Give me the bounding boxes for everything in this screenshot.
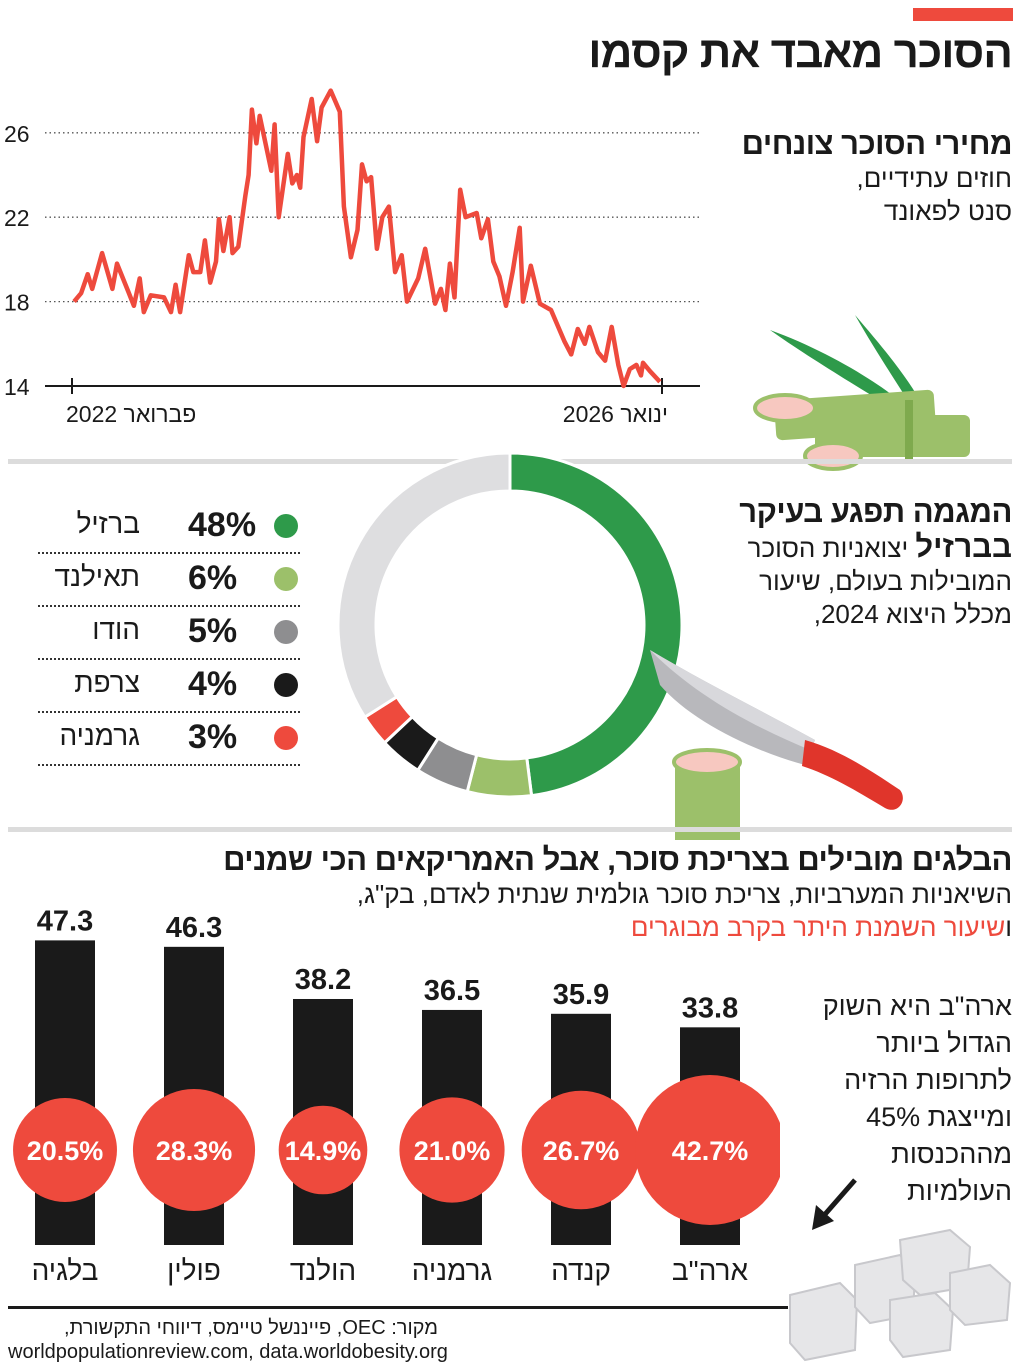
sugarcane-illustration-icon <box>753 315 970 471</box>
donut-slice-0 <box>508 451 684 798</box>
obesity-label: 28.3% <box>156 1136 233 1166</box>
legend-item: 48% ברזיל <box>38 502 300 554</box>
sugar-cubes-icon <box>789 1228 1012 1362</box>
donut-slice-1 <box>465 752 534 799</box>
legend-label: ברזיל <box>76 508 140 539</box>
obesity-circle <box>399 1097 505 1203</box>
bar-value-label: 33.8 <box>682 992 738 1024</box>
legend-swatch <box>274 673 298 697</box>
price-section-header: מחירי הסוכר צונחים חוזים עתידיים, סנט לפ… <box>741 126 1013 228</box>
page-title: הסוכר מאבד את קסמו <box>588 28 1013 77</box>
export-section-header: המגמה תפגע בעיקר בברזיל יצואניות הסוכר ה… <box>739 494 1012 631</box>
legend-item: 3% גרמניה <box>38 714 300 766</box>
price-subtitle-1: חוזים עתידיים, <box>856 163 1012 193</box>
y-tick-label: 18 <box>4 290 30 316</box>
category-label: ארה"ב <box>672 1255 749 1286</box>
legend-value: 5% <box>188 612 238 650</box>
legend-label: הודו <box>92 614 140 645</box>
y-tick-label: 22 <box>4 205 30 231</box>
legend-swatch <box>274 726 298 750</box>
legend-label: תאילנד <box>54 561 140 592</box>
accent-bar <box>913 8 1013 21</box>
obesity-label: 21.0% <box>414 1136 491 1166</box>
legend-item: 5% הודו <box>38 608 300 660</box>
export-subtitle-2: מכלל היצוא 2024, <box>813 599 1012 629</box>
price-subtitle-2: סנט לפאונד <box>883 196 1012 226</box>
export-donut-chart <box>336 451 684 799</box>
category-label: גרמניה <box>412 1255 493 1286</box>
source-divider <box>8 1306 788 1309</box>
obesity-label: 14.9% <box>285 1136 362 1166</box>
source-note: מקור: OEC, פייננשל טיימס, דיווחי התקשורת… <box>8 1316 448 1364</box>
legend-swatch <box>274 620 298 644</box>
legend-label: צרפת <box>74 667 140 698</box>
export-title-1: המגמה תפגע בעיקר <box>739 494 1012 529</box>
legend-value: 48% <box>188 506 257 544</box>
x-tick-label-end: ינואר 2026 <box>563 401 668 427</box>
y-tick-label: 14 <box>4 374 30 400</box>
obesity-label: 20.5% <box>27 1136 104 1166</box>
x-tick-label-start: פברואר 2022 <box>66 401 196 427</box>
category-label: בלגיה <box>32 1255 99 1286</box>
export-subtitle-1: המובילות בעולם, שיעור <box>759 566 1012 596</box>
legend-swatch <box>274 567 298 591</box>
price-title: מחירי הסוכר צונחים <box>741 126 1013 161</box>
us-note: ארה"ב היא השוק הגדול ביותר לתרופות הרזיה… <box>822 991 1012 1206</box>
consumption-section-header: הבלגים מובילים בצריכת סוכר, אבל האמריקאי… <box>12 842 1012 944</box>
section-divider <box>8 827 1012 832</box>
legend-value: 4% <box>188 665 238 703</box>
bar-value-label: 35.9 <box>553 979 609 1011</box>
obesity-circle <box>13 1098 117 1202</box>
export-title-bold: בברזיל <box>915 529 1012 564</box>
obesity-circle <box>132 1088 256 1212</box>
price-line-chart: 14 18 22 26 פברואר 2022 ינואר 2026 <box>4 88 700 427</box>
export-title-rest: יצואניות הסוכר <box>747 533 916 563</box>
legend-item: 6% תאילנד <box>38 555 300 607</box>
legend-value: 3% <box>188 718 238 756</box>
consumption-bar-chart: 47.3 20.5% בלגיה 46.3 28.3% פולין 38.2 14.9% הול… <box>13 905 780 1286</box>
source-line-1: מקור: OEC, פייננשל טיימס, דיווחי התקשורת… <box>63 1317 438 1339</box>
obesity-label: 42.7% <box>672 1136 749 1166</box>
category-label: פולין <box>167 1255 221 1286</box>
legend-value: 6% <box>188 559 238 597</box>
obesity-circle <box>521 1090 641 1210</box>
price-series-line <box>72 88 662 389</box>
consumption-subtitle-prefix: ו <box>1005 912 1012 942</box>
source-line-2: worldpopulationreview.com, data.worldobe… <box>8 1341 448 1363</box>
consumption-subtitle-highlight: שיעור השמנת היתר בקרב מבוגרים <box>630 912 1006 942</box>
bar-value-label: 36.5 <box>424 975 480 1007</box>
bar-value-label: 38.2 <box>295 964 351 996</box>
bar-value-label: 47.3 <box>37 905 93 937</box>
consumption-title: הבלגים מובילים בצריכת סוכר, אבל האמריקאי… <box>223 842 1012 877</box>
consumption-subtitle-1: השיאניות המערביות, צריכת סוכר גולמית שנת… <box>356 879 1012 909</box>
legend-item: 4% צרפת <box>38 661 300 713</box>
obesity-circle <box>635 1075 780 1225</box>
donut-slice-other <box>336 451 512 720</box>
obesity-circle <box>278 1105 368 1195</box>
knife-illustration-icon <box>650 650 903 840</box>
legend-label: גרמניה <box>59 720 140 751</box>
bar-value-label: 46.3 <box>166 912 222 944</box>
category-label: הולנד <box>290 1255 356 1286</box>
y-tick-label: 26 <box>4 121 30 147</box>
arrow-down-left-icon <box>812 1178 857 1230</box>
category-label: קנדה <box>551 1255 611 1286</box>
legend-swatch <box>274 514 298 538</box>
obesity-label: 26.7% <box>543 1136 620 1166</box>
